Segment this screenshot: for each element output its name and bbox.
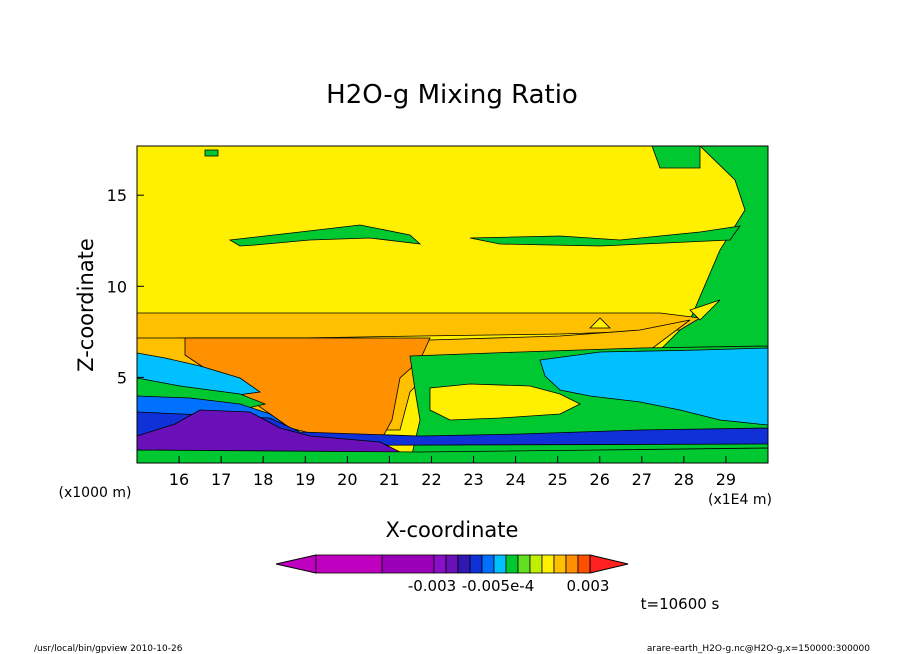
- x-tick-label: 25: [547, 470, 567, 489]
- colorbar-segment: [577, 554, 591, 574]
- x-tick-label: 21: [379, 470, 399, 489]
- colorbar-segment: [315, 554, 383, 574]
- region-green-band: [228, 224, 741, 247]
- chart-title: H2O-g Mixing Ratio: [326, 80, 578, 110]
- contour-field: [137, 146, 768, 463]
- x-tick-label: 28: [674, 470, 694, 489]
- region-yellow-bump: [589, 299, 721, 329]
- y-tick-label: 15: [107, 186, 127, 205]
- x-axis-ticks: 16 17 18 19 20 21 22 23 24 25 26 27 28 29: [169, 456, 736, 489]
- plot-frame: [136, 145, 769, 464]
- y-unit-label: (x1000 m): [59, 485, 132, 501]
- colorbar-segment: [553, 554, 567, 574]
- colorbar-segment: [481, 554, 495, 574]
- colorbar-segment: [469, 554, 483, 574]
- colorbar-segment: [457, 554, 471, 574]
- colorbar-segment: [529, 554, 543, 574]
- x-tick-label: 19: [295, 470, 315, 489]
- colorbar-segment: [517, 554, 531, 574]
- x-tick-label: 27: [632, 470, 652, 489]
- time-annotation: t=10600 s: [641, 595, 720, 613]
- y-tick-label: 5: [117, 368, 127, 387]
- y-axis-ticks: 5 10 15: [107, 186, 144, 387]
- x-tick-label: 18: [253, 470, 273, 489]
- x-tick-label: 22: [421, 470, 441, 489]
- y-tick-label: 10: [107, 277, 127, 296]
- x-tick-label: 17: [211, 470, 231, 489]
- footer-left: /usr/local/bin/gpview 2010-10-26: [34, 644, 183, 654]
- region-yellow-mid: [429, 383, 581, 421]
- y-axis-label: Z-coordinate: [74, 238, 98, 372]
- colorbar-segment: [493, 554, 507, 574]
- footer-right: arare-earth_H2O-g.nc@H2O-g,x=150000:3000…: [647, 644, 870, 654]
- colorbar-segment: [541, 554, 555, 574]
- region-green-top: [204, 146, 701, 169]
- colorbar-segment: [381, 554, 435, 574]
- x-tick-label: 29: [716, 470, 736, 489]
- x-axis-label: X-coordinate: [386, 518, 519, 542]
- x-tick-label: 16: [169, 470, 189, 489]
- colorbar-segment: [445, 554, 459, 574]
- x-tick-label: 23: [463, 470, 483, 489]
- colorbar-arrow-left: [275, 554, 317, 574]
- colorbar-label-2: -0.005e-4: [462, 577, 535, 595]
- region-cyan: [539, 347, 768, 426]
- colorbar-label-3: 0.003: [567, 577, 610, 595]
- x-tick-label: 26: [590, 470, 610, 489]
- colorbar-segment: [505, 554, 519, 574]
- colorbar-label-1: -0.003: [408, 577, 456, 595]
- x-unit-label: (x1E4 m): [708, 492, 772, 508]
- x-tick-label: 20: [337, 470, 357, 489]
- region-green-bottom: [137, 447, 768, 463]
- colorbar-arrow-right: [589, 554, 629, 574]
- colorbar-segment: [433, 554, 447, 574]
- colorbar-segment: [565, 554, 579, 574]
- colorbar: [275, 554, 629, 574]
- x-tick-label: 24: [505, 470, 525, 489]
